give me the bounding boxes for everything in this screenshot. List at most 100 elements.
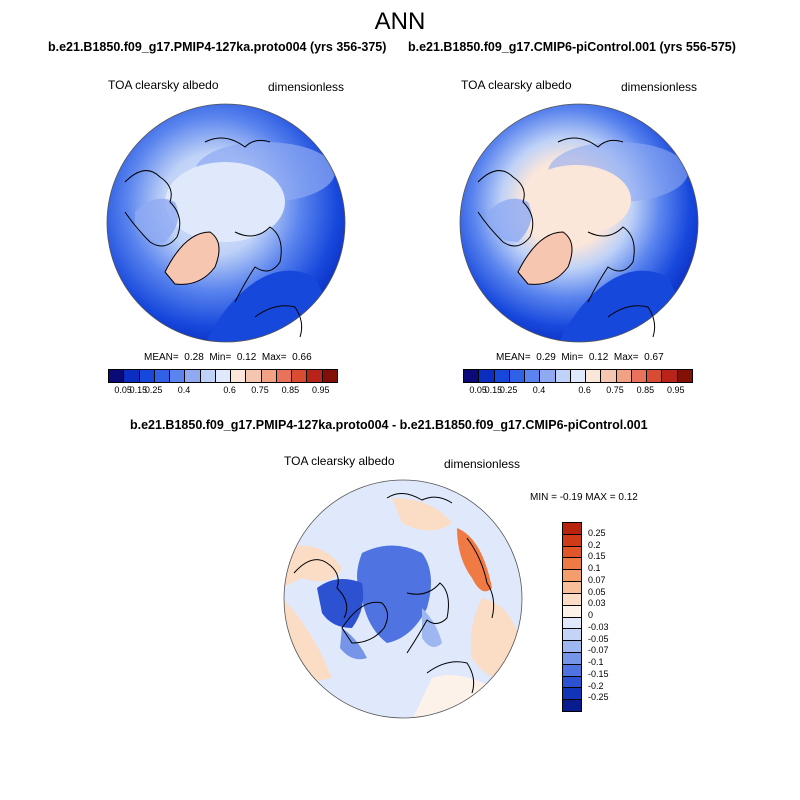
panel1-colorbar-swatch xyxy=(185,370,201,382)
diff-colorbar-swatch xyxy=(563,652,581,665)
panel1-title: b.e21.B1850.f09_g17.PMIP4-127ka.proto004… xyxy=(48,40,387,54)
diff-colorbar-swatch xyxy=(563,664,581,677)
panel2-max: 0.67 xyxy=(644,352,664,363)
diff-colorbar-swatch xyxy=(563,534,581,547)
panel1-colorbar-swatch xyxy=(215,370,232,382)
panel2-colorbar xyxy=(463,369,693,383)
diff-polar-map xyxy=(283,479,523,719)
panel1-colorbar-tick-label: 0.85 xyxy=(281,385,300,395)
panel1-colorbar-tick-label: 0.75 xyxy=(251,385,269,395)
season-title: ANN xyxy=(374,8,426,35)
panel2-colorbar-swatch xyxy=(464,370,480,382)
panel2-colorbar-swatch xyxy=(631,370,648,382)
panel2-polar-map xyxy=(459,103,699,343)
panel2-colorbar-tick-label: 0.95 xyxy=(667,385,685,395)
diff-colorbar-swatch xyxy=(563,641,581,653)
panel2-variable-label: TOA clearsky albedo xyxy=(461,78,572,92)
panel1-units-label: dimensionless xyxy=(268,80,345,94)
panel1-colorbar-tick-label: 0.95 xyxy=(312,385,330,395)
panel1-colorbar-swatch xyxy=(139,370,155,382)
panel1-min: 0.12 xyxy=(236,352,257,363)
panel1-colorbar-tick-label: 0.05 xyxy=(114,385,132,395)
panel2-colorbar-swatch xyxy=(525,370,541,382)
diff-colorbar-tick-label: 0.1 xyxy=(588,563,601,573)
panel1-polar-map xyxy=(106,103,346,343)
panel1-colorbar-swatch xyxy=(292,370,308,382)
panel1-colorbar-swatch xyxy=(276,370,293,382)
diff-units-label: dimensionless xyxy=(444,457,521,471)
panel2-colorbar-tick-label: 0.25 xyxy=(499,385,518,395)
diff-colorbar-tick-label: -0.15 xyxy=(588,668,609,679)
panel2-colorbar-swatch xyxy=(570,370,587,382)
panel2-colorbar-tick-label: 0.6 xyxy=(578,385,591,395)
diff-colorbar-tick-label: 0.05 xyxy=(588,586,606,597)
diff-title: b.e21.B1850.f09_g17.PMIP4-127ka.proto004… xyxy=(130,418,648,432)
panel2-colorbar-tick-label: 0.75 xyxy=(606,385,624,395)
panel1-colorbar-swatch xyxy=(322,370,337,382)
panel1-variable-label: TOA clearsky albedo xyxy=(108,78,219,92)
panel1-max-label: Max= xyxy=(261,352,287,363)
panel1-stats: MEAN= 0.28 Min= 0.12 Max= 0.66 xyxy=(144,352,312,363)
panel2-colorbar-swatch xyxy=(555,370,571,382)
diff-colorbar-tick-label: -0.2 xyxy=(588,680,604,691)
panel1-colorbar-swatch xyxy=(246,370,262,382)
panel2-mean: 0.29 xyxy=(536,352,556,363)
diff-colorbar-swatch xyxy=(563,523,581,535)
panel2-colorbar-tick-label: 0.4 xyxy=(532,385,546,395)
diff-colorbar-tick-label: -0.25 xyxy=(588,692,609,703)
diff-colorbar-tick-label: -0.05 xyxy=(588,633,609,644)
diff-colorbar-swatch xyxy=(563,570,581,583)
panel1-colorbar-tick-label: 0.6 xyxy=(223,385,236,395)
panel1-colorbar-swatch xyxy=(124,370,140,382)
panel2-min-label: Min= xyxy=(561,352,584,363)
diff-colorbar-swatch xyxy=(563,629,581,642)
diff-colorbar-swatch xyxy=(563,546,581,559)
panel2-colorbar-swatch xyxy=(540,370,556,382)
diff-colorbar-swatch xyxy=(563,676,581,689)
panel2-max-label: Max= xyxy=(613,352,639,363)
diff-colorbar-tick-label: -0.1 xyxy=(588,657,604,667)
panel2-colorbar-swatch xyxy=(662,370,678,382)
panel1-mean-label: MEAN= xyxy=(144,352,179,363)
diff-minmax: MIN = -0.19 MAX = 0.12 xyxy=(530,492,638,503)
panel1-min-label: Min= xyxy=(209,352,232,363)
panel2-units-label: dimensionless xyxy=(621,80,698,94)
diff-colorbar-swatch xyxy=(563,688,581,701)
diff-colorbar xyxy=(562,522,582,712)
panel2-colorbar-swatch xyxy=(677,370,692,382)
panel1-max: 0.66 xyxy=(292,352,312,363)
diff-colorbar-swatch xyxy=(563,605,581,618)
panel2-colorbar-tick-label: 0.05 xyxy=(469,385,487,395)
panel1-mean: 0.28 xyxy=(184,352,204,363)
diff-colorbar-tick-label: 0.2 xyxy=(588,539,601,550)
panel1-colorbar-swatch xyxy=(307,370,323,382)
panel2-colorbar-swatch xyxy=(586,370,602,382)
panel2-colorbar-swatch xyxy=(616,370,632,382)
diff-colorbar-tick-label: -0.03 xyxy=(588,621,609,632)
panel2-stats: MEAN= 0.29 Min= 0.12 Max= 0.67 xyxy=(496,352,664,363)
panel2-colorbar-swatch xyxy=(479,370,495,382)
panel1-colorbar-swatch xyxy=(261,370,277,382)
panel1-colorbar-tick-label: 0.4 xyxy=(177,385,191,395)
panel2-min: 0.12 xyxy=(588,352,609,363)
diff-colorbar-tick-label: 0.07 xyxy=(588,574,606,585)
panel2-colorbar-swatch xyxy=(494,370,510,382)
panel1-colorbar-swatch xyxy=(200,370,216,382)
panel1-colorbar-swatch xyxy=(231,370,247,382)
panel2-mean-label: MEAN= xyxy=(496,352,531,363)
diff-colorbar-tick-label: 0 xyxy=(588,610,594,620)
panel2-colorbar-tick-label: 0.85 xyxy=(636,385,655,395)
diff-colorbar-tick-label: 0.25 xyxy=(588,527,606,538)
diff-colorbar-swatch xyxy=(563,558,581,571)
diff-colorbar-swatch xyxy=(563,617,581,630)
panel2-colorbar-swatch xyxy=(601,370,617,382)
diff-colorbar-swatch xyxy=(563,700,581,711)
panel1-colorbar-swatch xyxy=(170,370,186,382)
panel1-colorbar-tick-label: 0.25 xyxy=(144,385,163,395)
panel2-colorbar-swatch xyxy=(647,370,663,382)
panel2-colorbar-tick-label: 0.15 xyxy=(484,385,503,395)
panel2-colorbar-swatch xyxy=(509,370,526,382)
diff-colorbar-tick-label: 0.15 xyxy=(588,551,606,562)
diff-colorbar-swatch xyxy=(563,593,581,606)
diff-colorbar-tick-label: -0.07 xyxy=(588,645,609,656)
